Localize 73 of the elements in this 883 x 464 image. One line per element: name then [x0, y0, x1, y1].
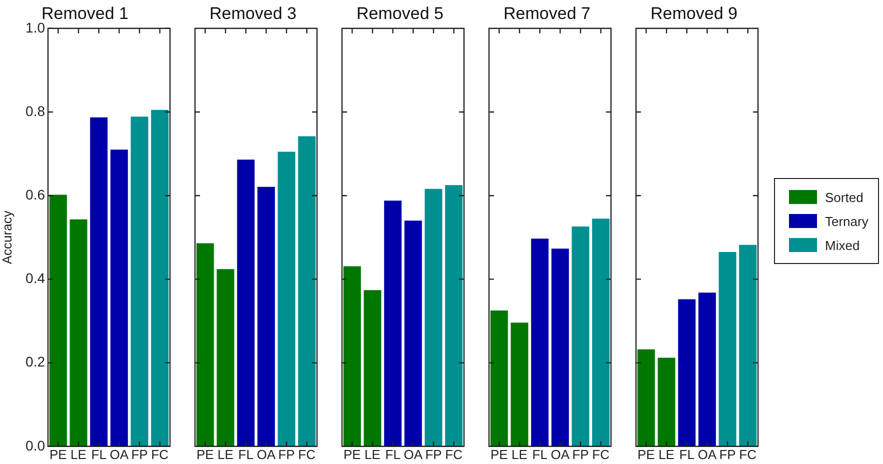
bar [278, 152, 296, 446]
chart-title: Removed 3 [210, 4, 296, 23]
bar [404, 220, 422, 446]
chart-title: Removed 9 [650, 4, 738, 23]
x-tick-label: OA [256, 446, 276, 462]
bar [531, 238, 549, 446]
x-tick-label: PE [490, 446, 508, 462]
bar [257, 186, 275, 446]
x-tick-label: OA [404, 446, 423, 462]
x-tick-label: OA [110, 446, 129, 462]
x-tick-label: PE [343, 446, 362, 462]
bar [130, 116, 148, 446]
bar [196, 243, 214, 446]
y-axis-title: Accuracy [0, 210, 14, 264]
bar [384, 200, 402, 446]
chart-title: Removed 5 [356, 4, 444, 23]
x-tick-label: FC [592, 446, 610, 462]
bar [70, 219, 88, 446]
bar [678, 299, 696, 446]
bar [658, 358, 676, 446]
bar [364, 290, 382, 446]
bar [510, 322, 528, 446]
x-tick-label: LE [70, 446, 87, 462]
x-tick-label: FC [445, 446, 463, 462]
bar [572, 226, 590, 446]
chart-title: Removed 7 [504, 4, 590, 23]
bar [110, 150, 128, 446]
bar [445, 185, 463, 446]
x-tick-label: PE [196, 446, 214, 462]
bar [90, 117, 108, 446]
bar [343, 266, 361, 446]
x-tick-label: PE [637, 446, 656, 462]
x-tick-label: FP [278, 446, 295, 462]
x-tick-label: FC [739, 446, 757, 462]
bar [424, 188, 442, 446]
bar [490, 310, 508, 446]
x-tick-label: FL [91, 446, 106, 462]
x-tick-label: FP [425, 446, 442, 462]
x-tick-label: LE [658, 446, 675, 462]
y-tick-label: 0.8 [26, 102, 46, 119]
bar [637, 349, 655, 446]
x-tick-label: OA [550, 446, 570, 462]
bar [237, 160, 255, 446]
x-tick-label: FP [131, 446, 148, 462]
x-tick-label: LE [364, 446, 381, 462]
x-tick-label: LE [218, 446, 234, 462]
x-tick-label: FP [572, 446, 589, 462]
bar [216, 269, 234, 446]
bar [551, 248, 569, 446]
y-tick-label: 0.2 [26, 354, 46, 370]
x-tick-label: PE [49, 446, 68, 462]
x-tick-label: LE [512, 446, 528, 462]
y-tick-label: 0.4 [26, 270, 46, 286]
x-tick-label: FL [238, 446, 254, 462]
bar [718, 252, 736, 446]
bar [698, 292, 716, 446]
legend-label: Ternary [825, 214, 868, 228]
bar [151, 110, 169, 446]
x-tick-label: FL [532, 446, 548, 462]
legend-label: Mixed [825, 238, 860, 252]
bar [298, 136, 316, 446]
x-tick-label: FL [385, 446, 400, 462]
bar [592, 218, 610, 446]
x-tick-label: OA [698, 446, 717, 462]
x-tick-label: FC [298, 446, 316, 462]
x-tick-label: FC [151, 446, 169, 462]
bar [739, 244, 757, 446]
x-tick-label: FL [679, 446, 694, 462]
y-tick-label: 0.0 [26, 437, 46, 454]
legend-label: Sorted [825, 190, 864, 204]
bar [49, 194, 67, 446]
y-tick-label: 0.6 [26, 186, 46, 202]
x-tick-label: FP [719, 446, 736, 462]
